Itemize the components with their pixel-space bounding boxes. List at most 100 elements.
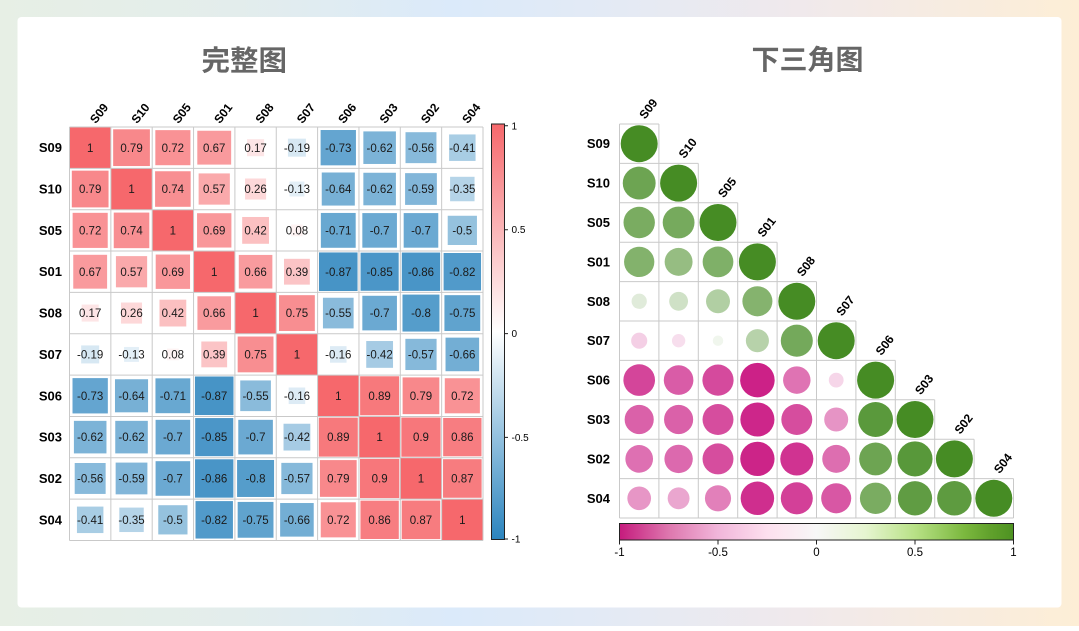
svg-text:S08: S08 bbox=[39, 306, 62, 321]
svg-text:0.9: 0.9 bbox=[372, 474, 388, 486]
svg-text:0.5: 0.5 bbox=[907, 547, 923, 559]
svg-text:S09: S09 bbox=[39, 140, 62, 155]
svg-text:1: 1 bbox=[459, 515, 465, 527]
svg-text:-1: -1 bbox=[614, 547, 624, 559]
svg-text:-0.59: -0.59 bbox=[408, 184, 434, 196]
svg-text:S03: S03 bbox=[39, 430, 62, 445]
svg-text:-0.62: -0.62 bbox=[367, 184, 393, 196]
svg-text:0.57: 0.57 bbox=[203, 184, 225, 196]
svg-text:0: 0 bbox=[813, 547, 819, 559]
svg-text:0.72: 0.72 bbox=[79, 225, 101, 237]
svg-text:-0.41: -0.41 bbox=[449, 143, 475, 155]
svg-text:-0.5: -0.5 bbox=[452, 225, 472, 237]
svg-text:-0.64: -0.64 bbox=[325, 184, 352, 196]
svg-text:0.57: 0.57 bbox=[120, 267, 142, 279]
svg-text:-0.86: -0.86 bbox=[201, 474, 227, 486]
svg-text:0.42: 0.42 bbox=[244, 225, 266, 237]
svg-text:0.79: 0.79 bbox=[327, 474, 349, 486]
svg-text:-0.8: -0.8 bbox=[246, 474, 266, 486]
svg-text:1: 1 bbox=[512, 121, 518, 132]
svg-text:0.08: 0.08 bbox=[286, 225, 308, 237]
svg-text:0.87: 0.87 bbox=[410, 515, 432, 527]
svg-text:S07: S07 bbox=[587, 333, 610, 348]
svg-text:-0.13: -0.13 bbox=[284, 184, 310, 196]
svg-text:-0.7: -0.7 bbox=[163, 432, 183, 444]
svg-text:-0.86: -0.86 bbox=[408, 267, 434, 279]
svg-text:-0.19: -0.19 bbox=[77, 350, 103, 362]
svg-text:1: 1 bbox=[252, 308, 258, 320]
svg-text:S06: S06 bbox=[39, 388, 62, 403]
svg-text:S01: S01 bbox=[39, 264, 62, 279]
svg-text:1: 1 bbox=[418, 474, 424, 486]
svg-text:0.89: 0.89 bbox=[368, 391, 390, 403]
svg-text:0.66: 0.66 bbox=[244, 267, 266, 279]
svg-text:-0.85: -0.85 bbox=[201, 432, 227, 444]
svg-text:S05: S05 bbox=[39, 223, 62, 238]
svg-text:S05: S05 bbox=[587, 215, 610, 230]
svg-text:-0.59: -0.59 bbox=[118, 474, 144, 486]
svg-text:-0.35: -0.35 bbox=[449, 184, 475, 196]
svg-text:0.75: 0.75 bbox=[286, 308, 308, 320]
svg-text:S09: S09 bbox=[587, 136, 610, 151]
svg-text:0.69: 0.69 bbox=[203, 225, 225, 237]
svg-text:0.79: 0.79 bbox=[120, 143, 142, 155]
svg-text:-0.55: -0.55 bbox=[325, 308, 351, 320]
svg-text:-0.35: -0.35 bbox=[118, 515, 144, 527]
svg-text:-0.66: -0.66 bbox=[449, 350, 475, 362]
svg-text:0.66: 0.66 bbox=[203, 308, 225, 320]
svg-text:-0.42: -0.42 bbox=[367, 350, 393, 362]
svg-text:-0.73: -0.73 bbox=[325, 143, 351, 155]
svg-text:-0.82: -0.82 bbox=[201, 515, 227, 527]
svg-text:S06: S06 bbox=[587, 373, 610, 388]
svg-text:0.72: 0.72 bbox=[451, 391, 473, 403]
svg-text:0.79: 0.79 bbox=[79, 184, 101, 196]
svg-text:-0.7: -0.7 bbox=[246, 432, 266, 444]
svg-text:1: 1 bbox=[335, 391, 341, 403]
svg-text:-0.75: -0.75 bbox=[449, 308, 475, 320]
svg-text:0.17: 0.17 bbox=[79, 308, 101, 320]
svg-text:-0.5: -0.5 bbox=[512, 433, 530, 444]
svg-text:-0.16: -0.16 bbox=[325, 350, 351, 362]
svg-text:0.86: 0.86 bbox=[368, 515, 390, 527]
svg-text:-0.7: -0.7 bbox=[163, 474, 183, 486]
svg-text:-0.57: -0.57 bbox=[408, 350, 434, 362]
svg-text:0.86: 0.86 bbox=[451, 432, 473, 444]
svg-text:-0.85: -0.85 bbox=[367, 267, 393, 279]
svg-text:-0.42: -0.42 bbox=[284, 432, 310, 444]
svg-text:0.17: 0.17 bbox=[244, 143, 266, 155]
svg-text:S07: S07 bbox=[39, 347, 62, 362]
svg-text:0.39: 0.39 bbox=[286, 267, 308, 279]
svg-text:0.75: 0.75 bbox=[244, 350, 266, 362]
svg-text:-0.87: -0.87 bbox=[325, 267, 351, 279]
svg-text:-0.7: -0.7 bbox=[411, 225, 431, 237]
svg-text:0.79: 0.79 bbox=[410, 391, 432, 403]
svg-text:0.26: 0.26 bbox=[120, 308, 142, 320]
svg-text:0.74: 0.74 bbox=[120, 225, 143, 237]
svg-text:1: 1 bbox=[128, 184, 134, 196]
svg-text:-0.73: -0.73 bbox=[77, 391, 103, 403]
svg-text:0.26: 0.26 bbox=[244, 184, 266, 196]
svg-text:-0.7: -0.7 bbox=[370, 308, 390, 320]
svg-text:0.39: 0.39 bbox=[203, 350, 225, 362]
svg-text:-1: -1 bbox=[512, 535, 521, 546]
svg-text:0.67: 0.67 bbox=[203, 143, 225, 155]
svg-text:S01: S01 bbox=[587, 254, 610, 269]
svg-text:1: 1 bbox=[376, 432, 382, 444]
svg-text:-0.64: -0.64 bbox=[118, 391, 145, 403]
svg-text:0.9: 0.9 bbox=[413, 432, 429, 444]
svg-text:-0.41: -0.41 bbox=[77, 515, 103, 527]
svg-text:0: 0 bbox=[512, 329, 518, 340]
svg-text:0.72: 0.72 bbox=[327, 515, 349, 527]
svg-text:-0.87: -0.87 bbox=[201, 391, 227, 403]
svg-text:-0.5: -0.5 bbox=[708, 547, 728, 559]
svg-text:S08: S08 bbox=[587, 294, 610, 309]
svg-text:1: 1 bbox=[170, 225, 176, 237]
svg-text:S03: S03 bbox=[587, 412, 610, 427]
svg-text:0.67: 0.67 bbox=[79, 267, 101, 279]
svg-text:S02: S02 bbox=[587, 451, 610, 466]
svg-text:S10: S10 bbox=[39, 182, 62, 197]
svg-text:-0.16: -0.16 bbox=[284, 391, 310, 403]
svg-text:S10: S10 bbox=[587, 176, 610, 191]
svg-text:S04: S04 bbox=[587, 491, 611, 506]
svg-text:-0.75: -0.75 bbox=[242, 515, 268, 527]
